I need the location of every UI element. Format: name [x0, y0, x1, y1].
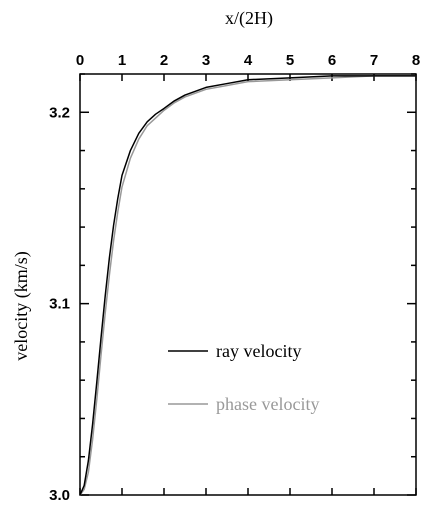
- plot-border: [79, 73, 417, 496]
- x-axis-ticks: 0 1 2 3 4 5 6 7 8: [76, 52, 420, 495]
- x-tick-label-0: 0: [76, 52, 84, 69]
- x-tick-label-7: 7: [370, 52, 378, 69]
- y-axis-title: velocity (km/s): [11, 251, 32, 360]
- x-tick-label-8: 8: [412, 52, 420, 69]
- y-tick-label-3.1: 3.1: [49, 296, 70, 313]
- legend: ray velocity phase velocity: [168, 341, 319, 414]
- x-axis-title: x/(2H): [225, 8, 273, 29]
- series-line-phase-velocity: [79, 75, 416, 496]
- x-tick-label-2: 2: [160, 52, 168, 69]
- x-tick-label-4: 4: [244, 52, 253, 69]
- x-tick-label-3: 3: [202, 52, 210, 69]
- legend-label-ray-velocity: ray velocity: [216, 341, 301, 361]
- y-tick-label-3.2: 3.2: [49, 104, 70, 121]
- x-tick-label-5: 5: [286, 52, 294, 69]
- plot-frame: [79, 73, 417, 496]
- series-layer: [79, 75, 416, 496]
- x-tick-label-6: 6: [328, 52, 336, 69]
- y-tick-label-3: 3.0: [49, 487, 70, 504]
- series-line-ray-velocity: [79, 75, 416, 496]
- y-axis-ticks: 3.0 3.1 3.2: [49, 73, 416, 504]
- x-tick-label-1: 1: [118, 52, 126, 69]
- legend-label-phase-velocity: phase velocity: [216, 394, 319, 414]
